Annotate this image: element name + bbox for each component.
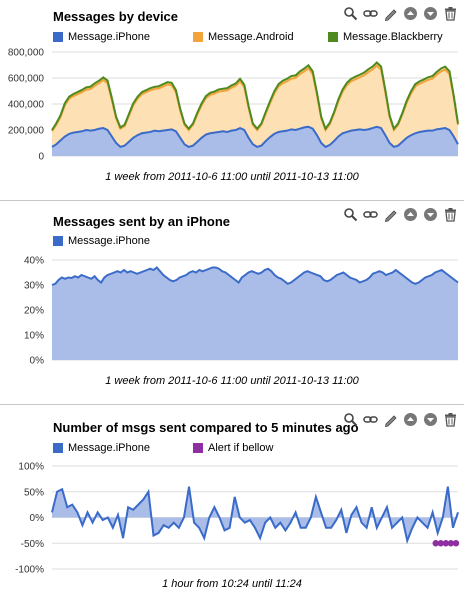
pencil-icon[interactable] bbox=[383, 6, 398, 21]
alert-point bbox=[442, 540, 450, 547]
legend-swatch bbox=[53, 443, 63, 453]
legend-label: Alert if bellow bbox=[208, 442, 274, 454]
y-tick-label: 400,000 bbox=[8, 100, 45, 111]
trash-icon[interactable] bbox=[443, 412, 458, 427]
series-area-android bbox=[52, 65, 458, 147]
y-tick-label: 0 bbox=[38, 152, 44, 163]
arrow-up-icon[interactable] bbox=[403, 412, 418, 427]
chart-plot: -100% -50% 0% 50% 100% bbox=[15, 462, 460, 576]
alert-point bbox=[447, 540, 455, 547]
y-tick-label: 100% bbox=[18, 462, 44, 473]
series-line-iphone bbox=[51, 266, 459, 286]
series-line-iphone bbox=[51, 125, 459, 149]
search-icon[interactable] bbox=[343, 412, 358, 427]
y-tick-label: 10% bbox=[24, 331, 44, 342]
legend-label: Message.Android bbox=[208, 31, 294, 43]
legend-swatch bbox=[53, 236, 63, 246]
legend-item[interactable]: Message.iPhone bbox=[53, 31, 150, 43]
chart-title: Messages by device bbox=[53, 9, 179, 24]
legend-label: Message.iPhone bbox=[68, 31, 150, 43]
y-tick-label: 20% bbox=[24, 306, 44, 317]
chart-toolbar bbox=[343, 6, 458, 21]
legend-label: Message.iPhone bbox=[68, 235, 150, 247]
pencil-icon[interactable] bbox=[383, 412, 398, 427]
series-line-blackberry bbox=[51, 61, 459, 131]
y-tick-label: 600,000 bbox=[8, 74, 45, 85]
legend-item[interactable]: Message.iPhone bbox=[53, 442, 150, 454]
chart-panel-msgs-delta: Number of msgs sent compared to 5 minute… bbox=[0, 405, 464, 594]
search-icon[interactable] bbox=[343, 207, 358, 222]
y-tick-label: -100% bbox=[15, 565, 44, 576]
y-tick-label: 0% bbox=[30, 356, 45, 367]
y-tick-label: -50% bbox=[21, 539, 44, 550]
arrow-up-icon[interactable] bbox=[403, 6, 418, 21]
trash-icon[interactable] bbox=[443, 6, 458, 21]
chart-caption: 1 hour from 10:24 until 11:24 bbox=[162, 578, 302, 590]
y-tick-label: 30% bbox=[24, 281, 44, 292]
y-tick-label: 50% bbox=[24, 487, 44, 498]
y-tick-label: 40% bbox=[24, 256, 44, 267]
legend-swatch bbox=[193, 32, 203, 42]
panel-divider bbox=[0, 404, 464, 405]
link-icon[interactable] bbox=[363, 207, 378, 222]
arrow-down-icon[interactable] bbox=[423, 207, 438, 222]
arrow-down-icon[interactable] bbox=[423, 412, 438, 427]
chart-plot: 0% 10% 20% 30% 40% bbox=[24, 256, 459, 367]
legend-swatch bbox=[53, 32, 63, 42]
chart-toolbar bbox=[343, 412, 458, 427]
arrow-up-icon[interactable] bbox=[403, 207, 418, 222]
chart-title: Number of msgs sent compared to 5 minute… bbox=[53, 420, 359, 435]
series-area-iphone bbox=[52, 126, 458, 156]
panel-divider bbox=[0, 200, 464, 201]
y-tick-label: 800,000 bbox=[8, 48, 45, 59]
link-icon[interactable] bbox=[363, 412, 378, 427]
legend-swatch bbox=[328, 32, 338, 42]
chart-caption: 1 week from 2011-10-6 11:00 until 2011-1… bbox=[105, 375, 359, 387]
series-line-iphone bbox=[51, 486, 459, 545]
legend-item[interactable]: Message.Android bbox=[193, 31, 294, 43]
chart-caption: 1 week from 2011-10-6 11:00 until 2011-1… bbox=[105, 171, 359, 183]
chart-panel-iphone-share: Messages sent by an iPhone Message.iPhon… bbox=[0, 201, 464, 404]
alert-point bbox=[452, 540, 460, 547]
search-icon[interactable] bbox=[343, 6, 358, 21]
arrow-down-icon[interactable] bbox=[423, 6, 438, 21]
legend-swatch bbox=[193, 443, 203, 453]
legend-label: Message.iPhone bbox=[68, 442, 150, 454]
legend-item[interactable]: Message.iPhone bbox=[53, 235, 150, 247]
y-tick-label: 200,000 bbox=[8, 126, 45, 137]
series-area-iphone bbox=[52, 486, 458, 541]
chart-toolbar bbox=[343, 207, 458, 222]
y-tick-label: 0% bbox=[30, 513, 45, 524]
series-area-iphone bbox=[52, 267, 458, 360]
chart-plot: 0 200,000 400,000 600,000 800,000 bbox=[8, 48, 459, 163]
chart-panel-messages-by-device: Messages by device Message.iPhone Message… bbox=[0, 0, 464, 200]
link-icon[interactable] bbox=[363, 6, 378, 21]
alert-point bbox=[432, 540, 439, 547]
legend-item[interactable]: Message.Blackberry bbox=[328, 31, 443, 43]
chart-title: Messages sent by an iPhone bbox=[53, 214, 231, 229]
trash-icon[interactable] bbox=[443, 207, 458, 222]
legend-label: Message.Blackberry bbox=[343, 31, 443, 43]
legend-item[interactable]: Alert if bellow bbox=[193, 442, 273, 454]
pencil-icon[interactable] bbox=[383, 207, 398, 222]
alert-point bbox=[437, 540, 444, 547]
